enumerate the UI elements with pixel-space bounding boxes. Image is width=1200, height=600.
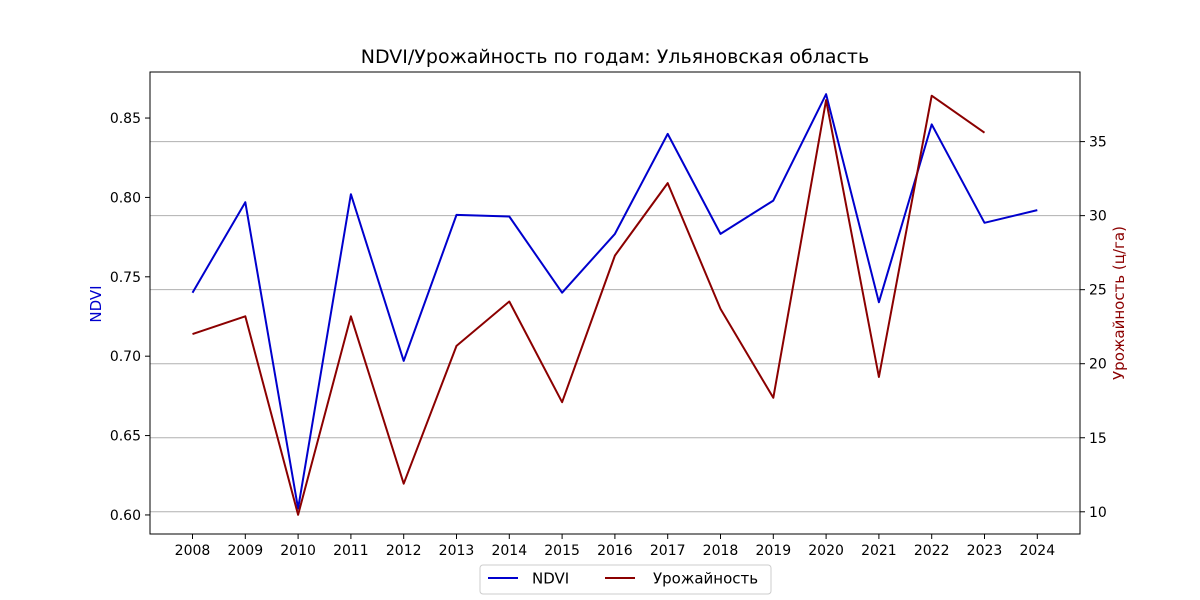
y-axis-right: 10 15 20 25 30 35 xyxy=(1080,135,1107,521)
x-tick-label: 2022 xyxy=(914,543,950,559)
x-tick-label: 2018 xyxy=(703,543,739,559)
legend: NDVI Урожайность xyxy=(479,564,772,595)
x-tick-label: 2019 xyxy=(755,543,791,559)
x-tick-label: 2008 xyxy=(175,543,211,559)
x-tick-label: 2016 xyxy=(597,543,633,559)
y-left-tick-label: 0.85 xyxy=(110,111,141,127)
x-tick-label: 2020 xyxy=(808,543,844,559)
grid-lines xyxy=(150,141,1080,513)
x-tick-label: 2011 xyxy=(333,543,369,559)
x-tick-label: 2017 xyxy=(650,543,686,559)
x-tick-label: 2013 xyxy=(439,543,475,559)
x-tick-label: 2024 xyxy=(1019,543,1055,559)
y-left-tick-label: 0.80 xyxy=(110,190,141,206)
y-right-tick-label: 30 xyxy=(1089,209,1107,225)
legend-label-yield: Урожайность xyxy=(653,570,758,588)
x-tick-label: 2009 xyxy=(227,543,263,559)
y-right-tick-label: 35 xyxy=(1089,135,1107,151)
x-axis: 2008 2009 2010 2011 2012 2013 2014 2015 2016 2017… xyxy=(175,534,1055,559)
x-tick-label: 2023 xyxy=(967,543,1003,559)
y-right-tick-label: 25 xyxy=(1089,283,1107,299)
chart-title: NDVI/Урожайность по годам: Ульяновская о… xyxy=(361,46,869,68)
x-tick-label: 2021 xyxy=(861,543,897,559)
x-tick-label: 2015 xyxy=(544,543,580,559)
y-left-tick-label: 0.65 xyxy=(110,429,141,445)
y-left-tick-label: 0.75 xyxy=(110,270,141,286)
y-right-tick-label: 15 xyxy=(1089,431,1107,447)
x-tick-label: 2012 xyxy=(386,543,422,559)
y-right-tick-label: 10 xyxy=(1089,505,1107,521)
y-left-tick-label: 0.70 xyxy=(110,349,141,365)
x-tick-label: 2014 xyxy=(491,543,527,559)
series-layer xyxy=(191,93,1038,516)
y-axis-right-label: Урожайность (ц/га) xyxy=(1110,226,1128,380)
x-tick-label: 2010 xyxy=(280,543,316,559)
series-line-yield xyxy=(192,94,986,516)
y-axis-left: 0.60 0.65 0.70 0.75 0.80 0.85 xyxy=(110,111,150,524)
legend-box xyxy=(479,564,772,595)
y-right-tick-label: 20 xyxy=(1089,357,1107,373)
y-left-tick-label: 0.60 xyxy=(110,508,141,524)
y-axis-left-label: NDVI xyxy=(87,285,105,322)
series-line-ndvi xyxy=(191,93,1038,510)
legend-label-ndvi: NDVI xyxy=(532,570,569,588)
